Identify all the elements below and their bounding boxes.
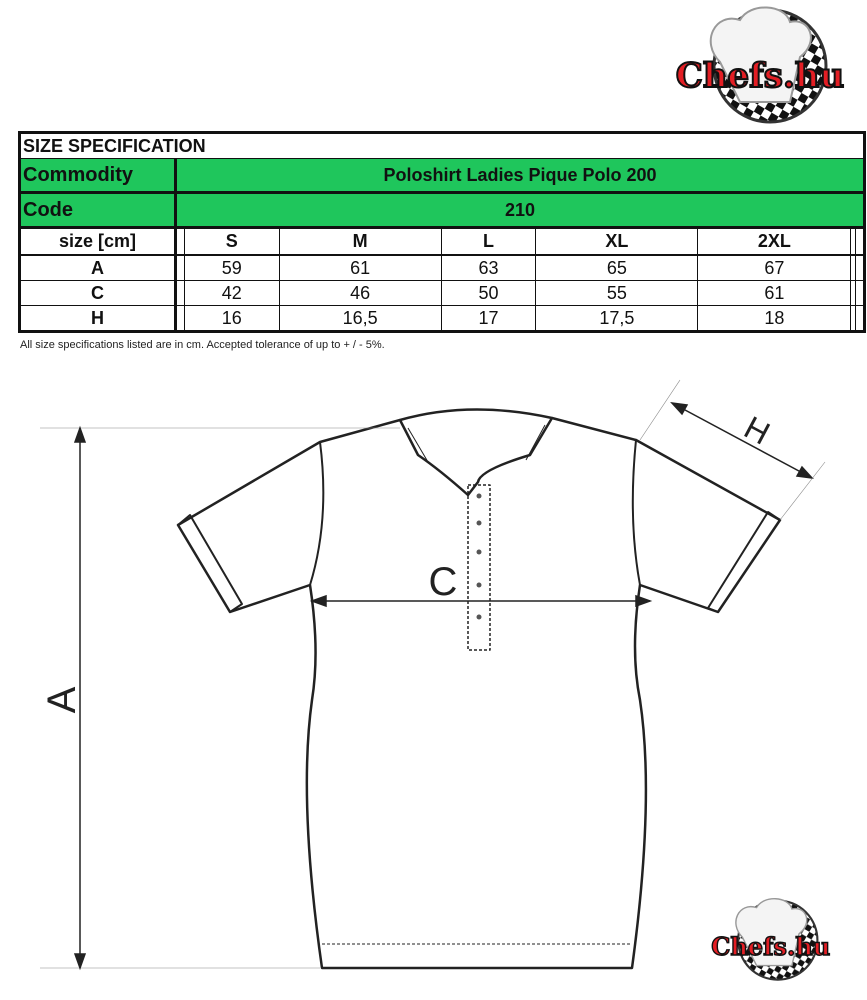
table-row: H 16 16,5 17 17,5 18 [19, 305, 866, 332]
cell: 17,5 [535, 305, 699, 332]
size-header: XL [535, 227, 699, 256]
buttons [476, 493, 482, 620]
row-label: H [19, 305, 177, 332]
shirt-body-outline [176, 416, 782, 970]
table-row: C 42 46 50 55 61 [19, 280, 866, 306]
polo-shirt-diagram: A C H [40, 379, 826, 971]
code-value: 210 [175, 192, 865, 229]
cell [850, 305, 856, 332]
cell: 65 [535, 254, 699, 281]
code-label: Code [19, 192, 177, 229]
cell: 46 [278, 280, 442, 306]
cell: 42 [183, 280, 280, 306]
commodity-value: Poloshirt Ladies Pique Polo 200 [175, 158, 865, 194]
cell [175, 254, 185, 281]
size-specification-table: SIZE SPECIFICATION Commodity Poloshirt La… [18, 131, 866, 333]
tolerance-note: All size specifications listed are in cm… [20, 339, 385, 351]
dimension-h-line [671, 402, 813, 479]
size-header [175, 227, 185, 256]
svg-text:Chefs.hu: Chefs.hu [676, 56, 844, 96]
cell: 59 [183, 254, 280, 281]
size-header: 2XL [697, 227, 852, 256]
chefs-logo-bottom: Chefs.hu [710, 898, 831, 981]
cell: 16,5 [278, 305, 442, 332]
left-sleeve-cuff [177, 514, 243, 613]
table-title: SIZE SPECIFICATION [19, 132, 865, 159]
right-sleeve-cuff [707, 511, 781, 613]
size-header: M [278, 227, 442, 256]
cell: 61 [697, 280, 852, 306]
cell [854, 305, 866, 332]
cell: 61 [278, 254, 442, 281]
cell: 50 [440, 280, 537, 306]
label-c: C [429, 560, 458, 604]
cell [854, 280, 866, 306]
commodity-label: Commodity [19, 158, 177, 194]
svg-text:Chefs.hu: Chefs.hu [711, 932, 830, 961]
row-label: C [19, 280, 177, 306]
cell: 67 [697, 254, 852, 281]
size-header: S [183, 227, 280, 256]
size-header-row: size [cm] S M L XL 2XL [19, 227, 866, 256]
cell [854, 254, 866, 281]
placket [467, 484, 491, 651]
cell: 17 [440, 305, 537, 332]
size-header-label: size [cm] [19, 227, 177, 256]
cell: 55 [535, 280, 699, 306]
cell: 18 [697, 305, 852, 332]
row-label: A [19, 254, 177, 281]
cell: 16 [183, 305, 280, 332]
chefs-logo: Chefs.hu [675, 6, 845, 124]
table-row: A 59 61 63 65 67 [19, 254, 866, 281]
size-header: L [440, 227, 537, 256]
size-header [850, 227, 856, 256]
cell [175, 280, 185, 306]
cell [175, 305, 185, 332]
size-header [854, 227, 866, 256]
cell: 63 [440, 254, 537, 281]
label-a: A [40, 686, 84, 713]
label-h: H [739, 409, 776, 452]
collar [398, 408, 554, 497]
